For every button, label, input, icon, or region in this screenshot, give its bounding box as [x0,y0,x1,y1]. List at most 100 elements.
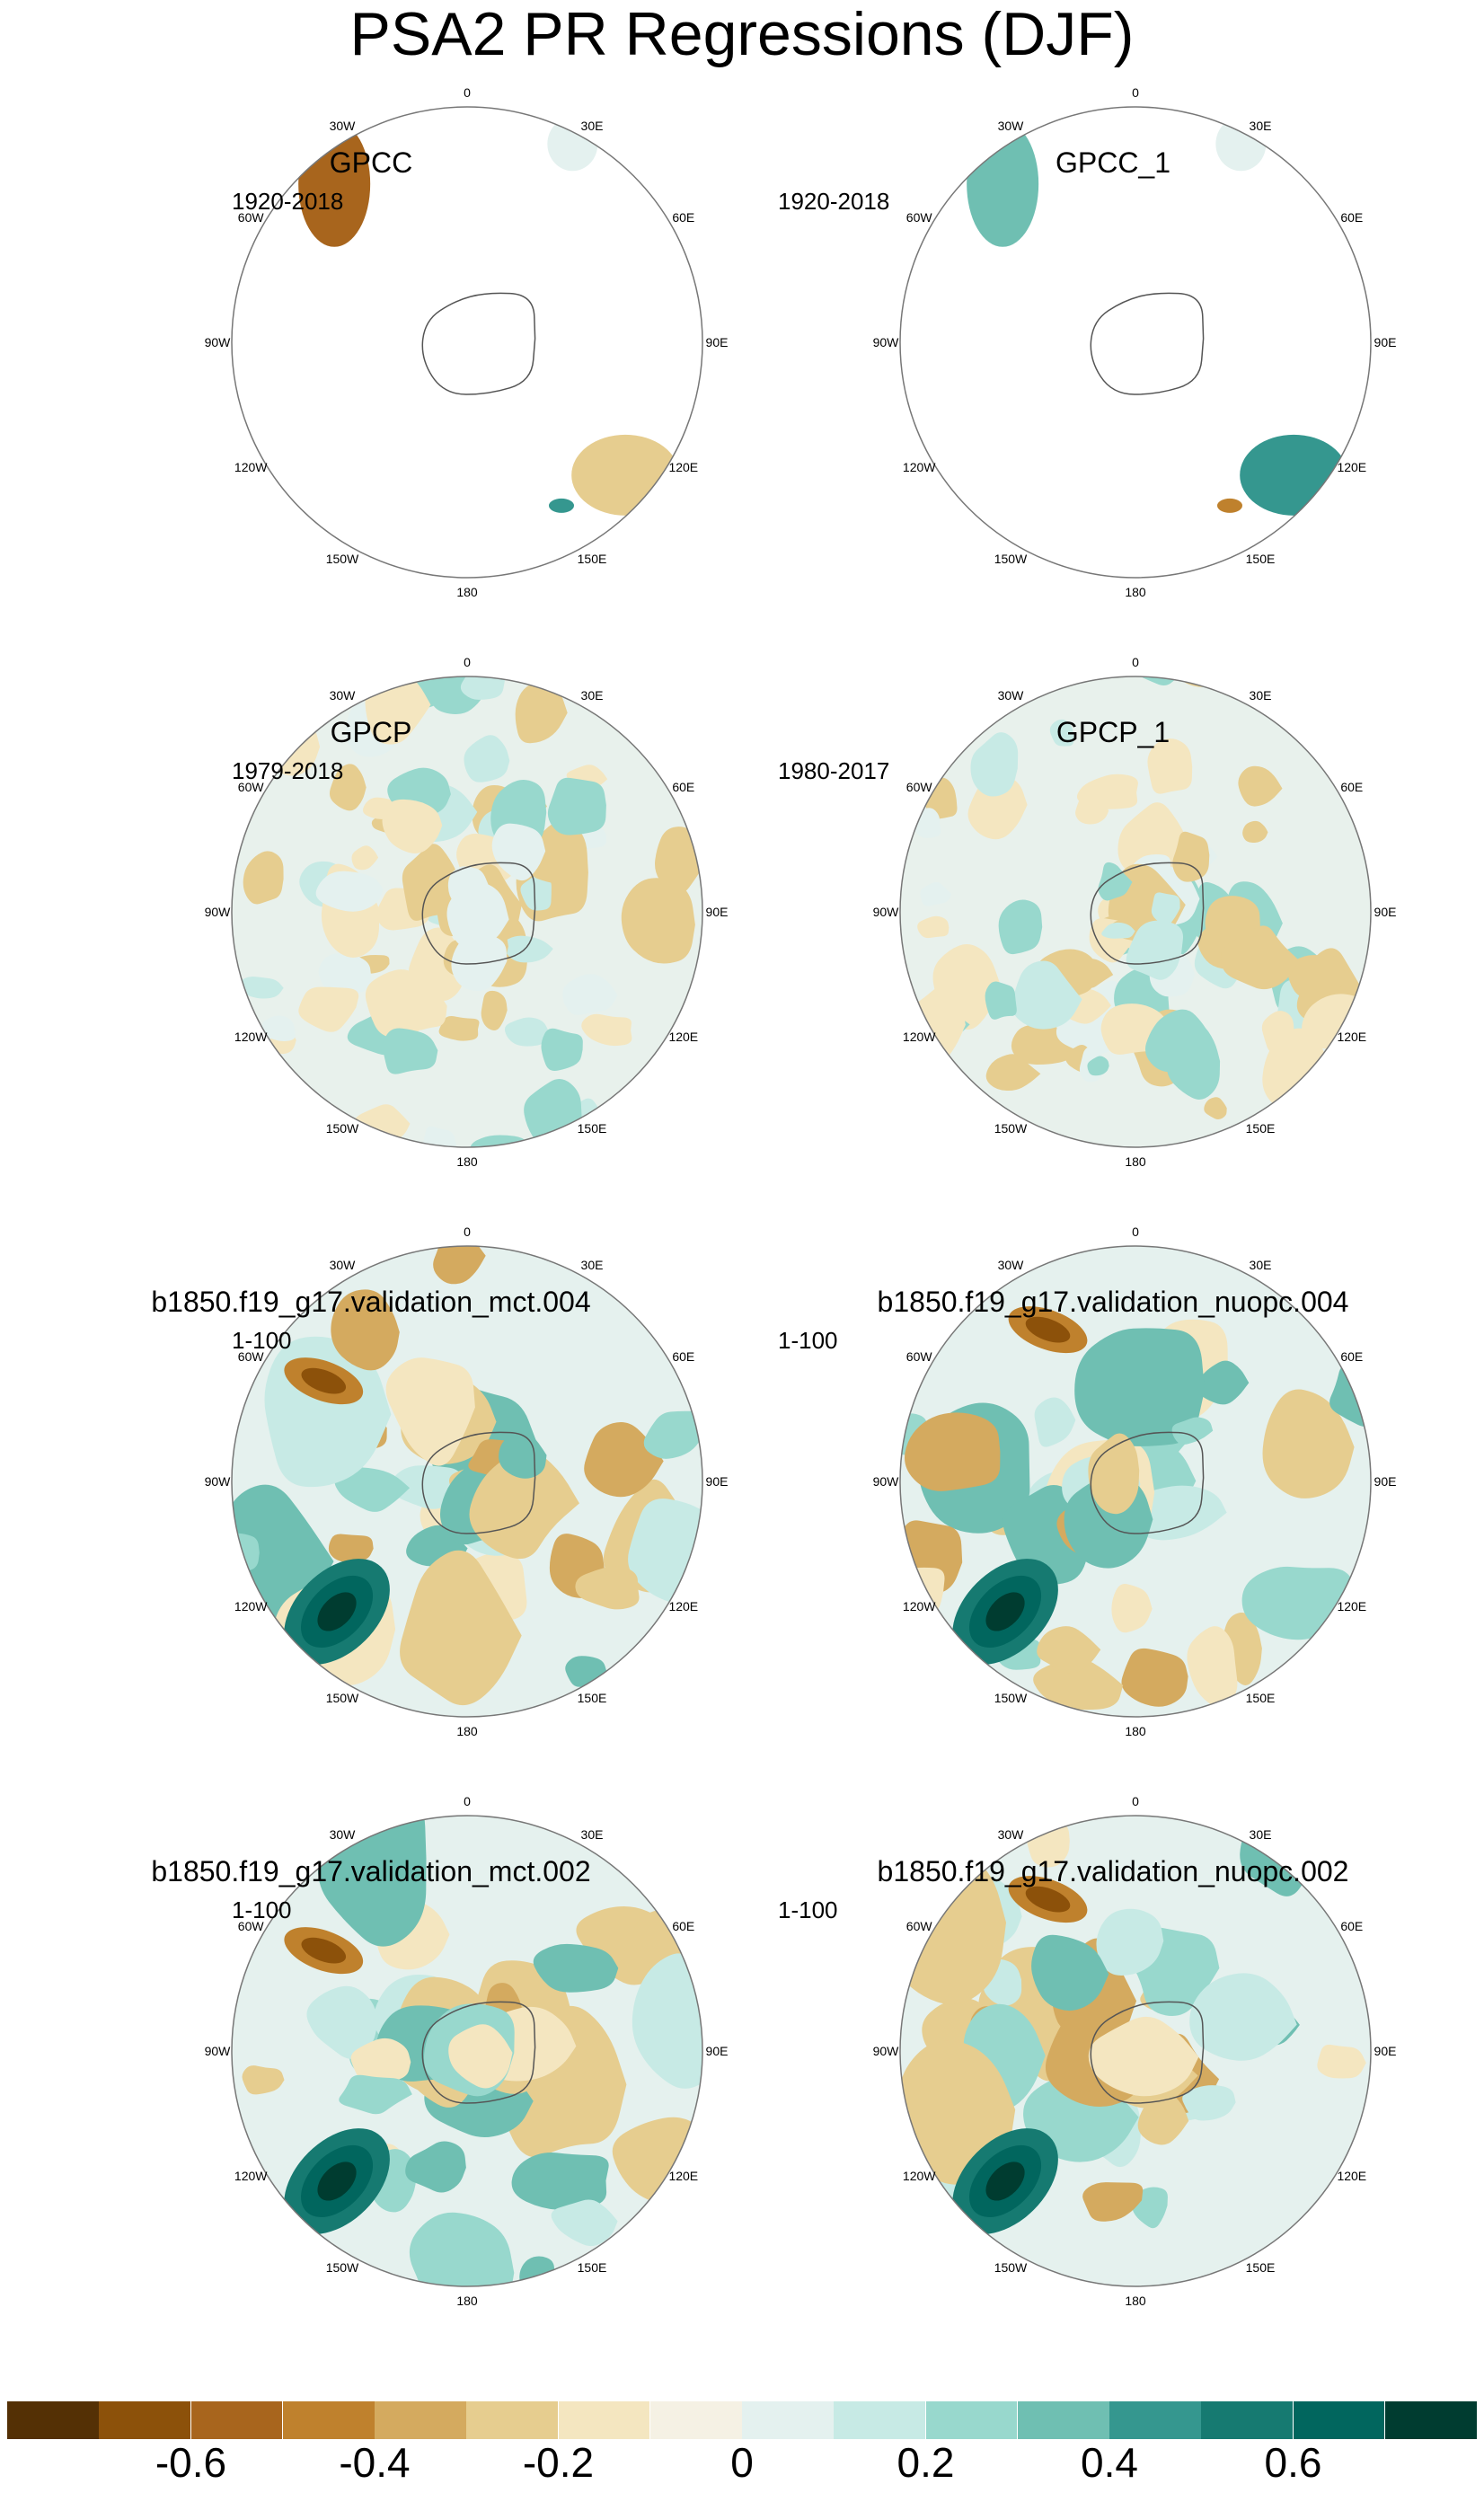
longitude-label: 90E [706,905,729,919]
contour-patch [448,2024,513,2089]
contour-patch [318,953,372,996]
longitude-label: 30W [998,119,1025,133]
contour-patch [1182,2085,1236,2121]
longitude-label: 90E [706,1474,729,1489]
panel-title: GPCP [330,716,412,748]
longitude-label: 60E [1340,780,1363,794]
panel-period: 1920-2018 [778,188,890,215]
panel-period: 1920-2018 [232,188,344,215]
contour-patch [1087,1056,1109,1076]
contour-patch [1240,434,1348,516]
longitude-label: 90W [205,335,232,349]
contour-patch [400,1550,522,1706]
colorbar-bin [558,2401,651,2439]
longitude-label: 30W [330,1258,357,1272]
contour-patch [301,1937,347,1964]
colorbar-bin [1293,2401,1386,2439]
contour-patch [317,2161,357,2201]
contour-patch [469,1450,579,1560]
contour-patch [339,2074,412,2115]
polar-map: 0 30E 60E 90E 120E 150E 180 150W 120W 90W 60W 30W [205,1224,729,1738]
contour-patch [232,1533,260,1571]
map-panel: 0 30E 60E 90E 120E 150E 180 150W 120W 90W 60W 30W GP… [0,611,742,1182]
contour-patch [385,1357,475,1466]
longitude-label: 150E [578,1121,607,1136]
longitude-label: 0 [464,655,471,669]
longitude-label: 0 [1132,655,1139,669]
contour-patch [298,120,371,247]
map-border [231,1245,703,1718]
colorbar-bin [742,2401,835,2439]
antarctica-coastline [1090,1431,1205,1534]
longitude-label: 0 [1132,85,1139,100]
longitude-label: 30W [998,688,1025,703]
panel-title: b1850.f19_g17.validation_mct.002 [151,1855,591,1887]
longitude-label: 60W [238,780,265,794]
contour-patch [383,1028,438,1074]
contour-patch [511,2152,609,2211]
colorbar-bin [466,2401,559,2439]
contour-patch [460,676,505,700]
longitude-label: 150E [1246,552,1276,566]
longitude-label: 90E [706,2044,729,2058]
longitude-label: 30E [1250,688,1272,703]
contour-patch [547,777,606,835]
contour-patch [409,2212,515,2286]
longitude-label: 90W [873,905,900,919]
longitude-label: 120W [234,460,268,474]
panel-title: b1850.f19_g17.validation_mct.004 [151,1286,591,1318]
contour-patch [1242,820,1268,844]
longitude-label: 150W [326,2260,359,2275]
contour-patch [532,851,583,885]
map-panel: 0 30E 60E 90E 120E 150E 180 150W 120W 90W 60W 30W GP… [742,41,1484,613]
contour-patch [329,764,367,811]
contour-patch [900,1567,945,1625]
contour-patch [382,799,443,854]
contour-patch [1217,498,1242,513]
contour-patch [1034,1397,1076,1447]
longitude-label: 120E [1337,1599,1366,1613]
contour-patch [1221,925,1300,990]
contour-patch [1197,1360,1250,1405]
colorbar-bin [1017,2401,1110,2439]
contour-patch [998,899,1043,955]
contour-patch [1101,922,1135,939]
longitude-label: 90E [706,335,729,349]
contour-patch [351,845,379,871]
polar-map: 0 30E 60E 90E 120E 150E 180 150W 120W 90W 60W 30W [205,655,729,1169]
contour-patch [571,434,680,516]
contour-patch [1189,1973,1297,2061]
longitude-label: 150E [578,552,607,566]
longitude-label: 30W [998,1827,1025,1842]
contour-patch [405,2141,466,2193]
longitude-label: 150W [994,552,1028,566]
longitude-label: 120E [668,1599,698,1613]
colorbar-bin [1109,2401,1202,2439]
longitude-label: 0 [464,1794,471,1808]
contour-patch [1147,738,1193,794]
contour-patch [438,1015,480,1041]
contour-patch [985,1054,1041,1092]
longitude-label: 60E [1340,210,1363,225]
contour-patch [1187,1626,1238,1707]
contour-patch [1287,955,1345,1000]
antarctica-coastline [421,292,536,395]
contour-patch [1082,2182,1144,2222]
colorbar-tick-label: 0.6 [1264,2439,1322,2486]
longitude-label: 0 [464,1224,471,1239]
contour-patch [917,915,950,939]
contour-patch [464,735,510,782]
contour-patch [298,986,359,1032]
longitude-label: 30E [581,1827,604,1842]
longitude-label: 180 [1125,1154,1146,1169]
contour-patch [504,1017,549,1047]
map-border [899,106,1372,579]
longitude-label: 0 [1132,1224,1139,1239]
contour-patch [533,1943,619,1993]
contour-patch [406,978,447,1030]
map-border [231,1815,703,2287]
antarctica-coastline [1090,862,1205,965]
contour-patch [1317,2044,1366,2079]
polar-map: 0 30E 60E 90E 120E 150E 180 150W 120W 90W 60W 30W [205,1794,729,2308]
colorbar-bin [7,2401,100,2439]
